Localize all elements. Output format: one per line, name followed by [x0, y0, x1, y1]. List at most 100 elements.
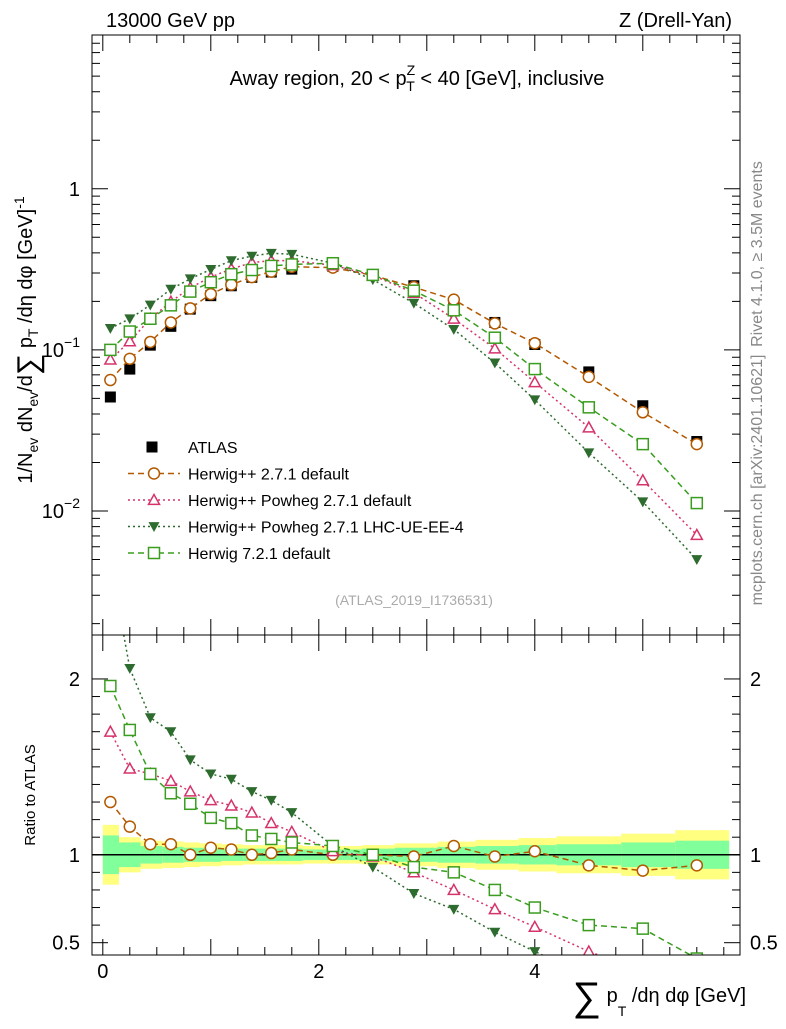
ratio-point-powheg_ue [489, 927, 501, 938]
series-line-powheg_ue [110, 252, 698, 561]
ratio-point-herwig7 [184, 797, 197, 811]
data-point-powheg_ue [184, 274, 196, 285]
data-point-powheg_ue [691, 555, 703, 566]
data-point-herwig7 [582, 401, 596, 414]
data-point-herwigpp [488, 317, 502, 330]
legend-entry-herwigpp: Herwig++ 2.7.1 default [128, 467, 350, 484]
legend-label: ATLAS [188, 440, 238, 457]
legend-marker [147, 467, 161, 480]
ratio-point-powheg_default [528, 919, 542, 933]
ratio-point-powheg_ue [225, 774, 237, 785]
data-point-herwig7 [285, 258, 299, 271]
side-label-top: Rivet 4.1.0, ≥ 3.5M events [749, 161, 766, 347]
data-point-herwigpp [636, 406, 650, 419]
ratio-point-powheg_ue [286, 808, 298, 819]
data-point-herwig7 [225, 267, 238, 281]
ratio-point-powheg_default [183, 784, 198, 797]
ratio-y-tick-labels: 0.5 0.5 1 1 2 2 [52, 669, 778, 955]
ratio-point-herwigpp [488, 850, 502, 863]
ratio-point-powheg_default [204, 793, 218, 806]
main-y-axis-label: 1/Nev dNev/d∑ pT /dη dφ [GeV]-1 [11, 196, 45, 484]
data-point-atlas [124, 363, 136, 375]
ratio-point-herwigpp [225, 843, 238, 856]
data-point-herwig7 [164, 299, 178, 312]
ratio-point-powheg_default [164, 773, 178, 787]
data-point-powheg_default [636, 473, 650, 486]
ratio-point-herwigpp [123, 820, 137, 833]
main-y-tick-label: 10−2 [42, 495, 80, 523]
ratio-frame [91, 634, 741, 956]
legend-entry-powheg_ue: Herwig++ Powheg 2.7.1 LHC-UE-EE-4 [128, 520, 464, 537]
legend-entry-herwig7: Herwig 7.2.1 default [128, 546, 331, 563]
data-point-powheg_ue [583, 448, 595, 459]
ratio-point-powheg_ue [205, 769, 217, 780]
data-point-herwig7 [636, 437, 650, 451]
data-point-herwig7 [366, 268, 380, 282]
ratio-series-powheg_ue [105, 557, 545, 955]
legend-label: Herwig++ Powheg 2.7.1 LHC-UE-EE-4 [188, 520, 464, 537]
ratio-point-herwigpp [204, 841, 218, 854]
data-point-powheg_ue [637, 497, 649, 508]
data-point-powheg_ue [104, 323, 116, 334]
data-point-herwigpp [447, 293, 461, 306]
ratio-point-herwig7 [265, 832, 278, 846]
ratio-point-herwig7 [326, 839, 340, 853]
data-point-powheg_ue [448, 324, 460, 335]
legend-entry-atlas: ATLAS [146, 440, 238, 457]
ratio-point-herwig7 [123, 723, 137, 737]
main-y-tick-label: 10−1 [42, 334, 80, 362]
ratio-point-herwig7 [204, 811, 218, 825]
data-point-powheg_ue [286, 249, 298, 260]
ratio-point-herwigpp [582, 859, 596, 872]
x-axis-label: ∑ pT /dη dφ [GeV] [573, 975, 746, 1019]
x-tick-labels: 0 2 4 [97, 961, 540, 983]
ratio-y-tick-label-left: 1 [69, 845, 80, 867]
x-tick-label: 2 [313, 961, 324, 983]
ratio-point-herwigpp [265, 846, 278, 860]
ratio-point-herwigpp [528, 845, 542, 858]
ratio-point-herwig7 [245, 829, 259, 842]
ratio-point-herwigpp [636, 864, 650, 877]
data-point-herwigpp [123, 352, 137, 366]
ratio-point-herwigpp [104, 795, 117, 809]
data-point-herwig7 [407, 284, 421, 297]
ratio-point-herwig7 [407, 860, 421, 874]
data-point-powheg_ue [225, 256, 237, 267]
data-point-powheg_default [488, 341, 502, 354]
data-point-herwigpp [528, 336, 542, 350]
header-left: 13000 GeV pp [106, 10, 235, 32]
ratio-point-herwigpp [690, 859, 704, 872]
ratio-point-herwig7 [582, 918, 596, 932]
legend-label: Herwig++ Powheg 2.7.1 default [188, 493, 412, 510]
ratio-point-powheg_ue [105, 557, 116, 567]
data-point-herwigpp [164, 316, 178, 329]
main-series-layer [103, 248, 704, 566]
ratio-point-herwig7 [447, 866, 461, 879]
ratio-point-powheg_ue [408, 889, 420, 899]
series-powheg_ue [104, 248, 703, 566]
ratio-line-herwig7 [109, 685, 692, 955]
data-point-herwig7 [204, 275, 218, 289]
ratio-ticks [92, 635, 740, 955]
main-y-tick-labels: 10−2 10−1 1 [42, 179, 80, 523]
data-point-powheg_ue [205, 264, 217, 275]
ratio-line-powheg_ue [122, 635, 545, 955]
data-point-herwigpp [184, 302, 197, 315]
analysis-watermark: (ATLAS_2019_I1736531) [335, 592, 493, 608]
main-panel: 10−2 10−1 1 Away region, 20 < pZ T < 40 [Ge… [42, 34, 741, 636]
ratio-point-herwigpp [447, 839, 461, 853]
data-point-herwig7 [528, 362, 542, 376]
data-point-powheg_ue [408, 298, 420, 309]
ratio-point-powheg_default [488, 902, 502, 915]
data-point-powheg_ue [144, 300, 156, 311]
ratio-point-herwigpp [184, 848, 197, 862]
ratio-point-herwig7 [144, 767, 157, 781]
ratio-point-powheg_ue [184, 755, 196, 766]
ratio-point-herwig7 [366, 848, 380, 862]
ratio-point-herwig7 [690, 952, 704, 955]
ratio-point-herwigpp [407, 850, 421, 863]
ratio-point-herwigpp [245, 848, 259, 862]
ratio-y-tick-label-left: 2 [69, 669, 80, 691]
data-point-powheg_ue [124, 314, 136, 325]
